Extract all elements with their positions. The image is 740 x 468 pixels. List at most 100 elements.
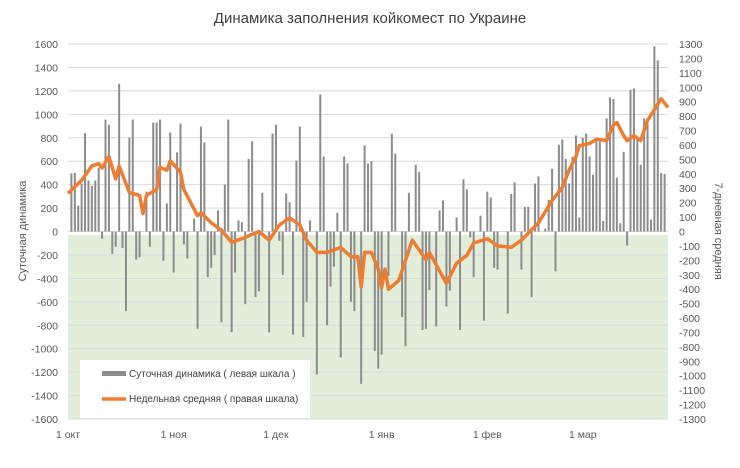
daily-bar <box>363 145 366 232</box>
daily-bar <box>336 212 339 232</box>
daily-bar <box>278 231 281 241</box>
left-tick-label: 400 <box>40 180 58 192</box>
left-tick-label: 600 <box>40 156 58 168</box>
daily-bar <box>84 133 87 232</box>
daily-bar <box>302 231 305 337</box>
daily-bar <box>571 156 574 232</box>
daily-bar <box>77 205 80 232</box>
left-tick-label: 1000 <box>35 109 59 121</box>
daily-bar <box>87 180 90 232</box>
daily-bar <box>626 231 629 246</box>
daily-bar <box>448 231 451 291</box>
daily-bar <box>70 173 73 232</box>
right-tick-label: -900 <box>679 356 700 368</box>
daily-bar <box>428 231 431 291</box>
right-tick-label: -1300 <box>679 414 706 426</box>
daily-bar <box>121 231 124 248</box>
daily-bar <box>424 231 427 329</box>
daily-bar <box>186 231 189 259</box>
daily-bar <box>343 156 346 232</box>
x-tick-label: 1 мар <box>569 429 597 441</box>
daily-bar <box>217 210 219 232</box>
daily-bar <box>482 231 485 321</box>
right-tick-label: 600 <box>679 140 697 152</box>
daily-bar <box>421 231 424 330</box>
daily-bar <box>418 171 421 232</box>
daily-bar <box>554 231 557 272</box>
daily-bar <box>298 126 301 232</box>
daily-bar <box>377 231 380 369</box>
left-axis-title: Суточная динамика <box>17 180 29 282</box>
daily-bar <box>346 163 349 232</box>
right-tick-label: -1000 <box>679 371 706 383</box>
daily-bar <box>118 83 121 232</box>
daily-bar <box>114 231 117 247</box>
daily-bar <box>227 119 230 232</box>
daily-bar <box>148 231 151 247</box>
right-tick-label: 300 <box>679 183 697 195</box>
legend-line-label: Недельная средняя ( правая шкала) <box>129 394 298 405</box>
daily-bar <box>373 231 376 352</box>
daily-bar <box>199 126 202 232</box>
daily-bar <box>414 164 417 232</box>
legend-bar-swatch <box>102 371 126 376</box>
daily-bar <box>438 210 441 232</box>
daily-bar <box>629 89 632 232</box>
right-tick-label: -100 <box>679 241 700 253</box>
daily-bar <box>547 199 550 232</box>
daily-bar <box>619 223 622 232</box>
daily-bar <box>469 231 472 238</box>
daily-bar <box>530 231 533 298</box>
daily-bar <box>319 94 322 232</box>
daily-bar <box>326 231 329 326</box>
daily-bar <box>564 158 567 232</box>
daily-bar <box>544 228 547 232</box>
left-tick-label: -400 <box>37 273 58 285</box>
daily-bar <box>237 220 240 232</box>
daily-bar <box>462 179 465 232</box>
daily-bar <box>598 141 601 232</box>
daily-bar <box>479 215 482 232</box>
left-tick-label: -1000 <box>31 344 58 356</box>
daily-bar <box>131 119 134 232</box>
right-tick-label: 400 <box>679 169 697 181</box>
daily-bar <box>274 124 277 232</box>
daily-bar <box>612 99 615 232</box>
right-tick-label: -600 <box>679 313 700 325</box>
daily-bar <box>244 231 247 305</box>
daily-bar <box>520 231 523 270</box>
right-tick-label: -800 <box>679 342 700 354</box>
daily-bar <box>435 231 438 327</box>
x-tick-label: 1 ноя <box>161 429 187 441</box>
legend-bar-label: Суточная динамика ( левая шкала ) <box>129 369 296 380</box>
daily-bar <box>636 137 639 232</box>
daily-bar <box>165 203 168 232</box>
daily-bar <box>182 231 185 245</box>
daily-bar <box>609 97 612 232</box>
daily-bar <box>128 137 131 232</box>
daily-bar <box>407 192 410 232</box>
daily-bar <box>124 231 127 312</box>
left-tick-label: -1400 <box>31 391 58 403</box>
x-tick-label: 1 дек <box>263 429 289 441</box>
daily-bar <box>557 144 560 232</box>
right-axis-title: 7-дневная средняя <box>712 182 724 279</box>
daily-bar <box>295 160 298 232</box>
daily-bar <box>632 88 635 232</box>
daily-bar <box>240 222 243 232</box>
daily-bar <box>506 231 509 314</box>
left-tick-label: 0 <box>52 227 58 239</box>
left-tick-label: -600 <box>37 297 58 309</box>
left-tick-label: 800 <box>40 133 58 145</box>
daily-bar <box>176 152 179 232</box>
daily-bar <box>349 231 352 302</box>
daily-bar <box>107 124 110 232</box>
daily-bar <box>568 183 571 232</box>
daily-bar <box>152 122 155 232</box>
daily-bar <box>223 184 226 232</box>
daily-bar <box>230 231 233 333</box>
daily-bar <box>254 231 257 298</box>
right-tick-label: 900 <box>679 97 697 109</box>
daily-bar <box>234 231 237 273</box>
daily-bar <box>595 141 598 232</box>
